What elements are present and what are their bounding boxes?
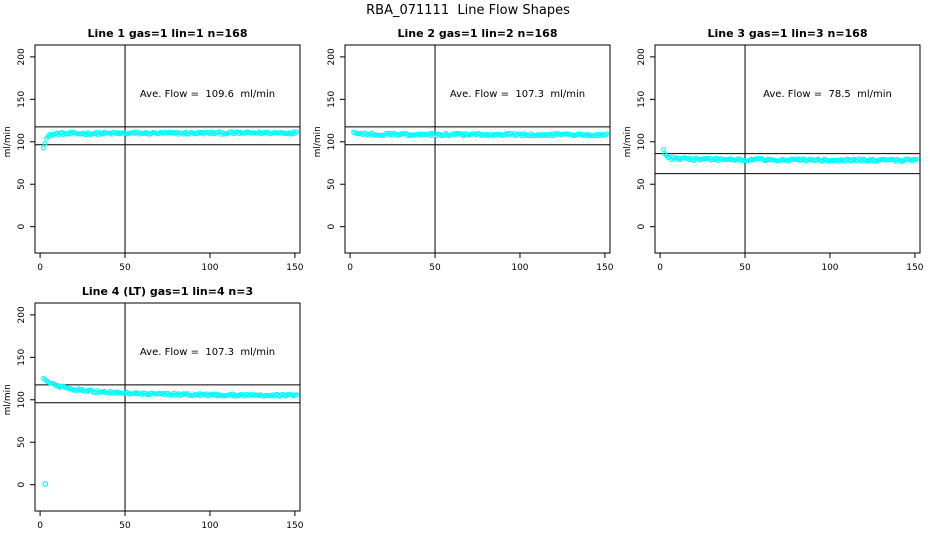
data-point	[914, 156, 920, 162]
x-tick-label: 50	[739, 263, 751, 273]
y-tick-label: 50	[637, 178, 647, 190]
data-point	[41, 145, 46, 151]
y-tick-label: 0	[17, 482, 27, 488]
y-tick-label: 150	[327, 90, 337, 107]
subplot-title: Line 2 gas=1 lin=2 n=168	[397, 27, 558, 40]
data-point	[661, 147, 666, 152]
x-tick-label: 150	[906, 263, 923, 273]
y-axis-label: ml/min	[3, 384, 13, 415]
plot-border	[654, 44, 921, 254]
x-tick-label: 0	[657, 263, 663, 273]
x-tick-label: 0	[37, 263, 43, 273]
x-tick-label: 50	[119, 521, 131, 531]
x-tick-label: 50	[119, 263, 131, 273]
subplot-canvas: 0 50 100 150 0 50 100 150 200 ml/min	[313, 44, 614, 273]
y-axis-label: ml/min	[623, 126, 633, 157]
outlier-data-point	[42, 481, 48, 487]
y-tick-label: 0	[17, 224, 27, 230]
y-axis-label: ml/min	[313, 126, 323, 157]
x-tick-label: 150	[596, 263, 613, 273]
subplot-title: Line 4 (LT) gas=1 lin=4 n=3	[81, 285, 254, 298]
subplot-canvas: 0 50 100 150 0 50 100 150 200 ml/min	[623, 44, 924, 273]
y-tick-label: 50	[17, 436, 27, 448]
y-tick-label: 50	[327, 178, 337, 190]
data-point	[604, 131, 610, 137]
subplot-line-4: Line 4 (LT) gas=1 lin=4 n=3 Ave. Flow = …	[0, 278, 312, 540]
ave-flow-annotation: Ave. Flow = 107.3 ml/min	[139, 347, 276, 358]
subplot-line-3: Line 3 gas=1 lin=3 n=168 Ave. Flow = 78.…	[620, 20, 932, 282]
y-tick-label: 150	[637, 90, 647, 107]
x-tick-label: 0	[37, 521, 43, 531]
data-point	[294, 129, 300, 135]
x-tick-label: 100	[821, 263, 838, 273]
y-tick-label: 0	[637, 224, 647, 230]
y-tick-label: 200	[17, 306, 27, 323]
data-point	[294, 392, 300, 398]
subplot-canvas: 0 50 100 150 0 50 100 150 200 ml/min	[3, 302, 304, 531]
data-point	[42, 141, 48, 147]
plot-border	[344, 44, 611, 254]
subplot-line-2: Line 2 gas=1 lin=2 n=168 Ave. Flow = 107…	[310, 20, 622, 282]
x-tick-label: 0	[347, 263, 353, 273]
y-tick-label: 200	[17, 48, 27, 65]
ave-flow-annotation: Ave. Flow = 78.5 ml/min	[763, 89, 892, 100]
x-tick-label: 100	[201, 521, 218, 531]
y-tick-label: 200	[327, 48, 337, 65]
y-tick-label: 150	[17, 90, 27, 107]
ave-flow-annotation: Ave. Flow = 109.6 ml/min	[139, 89, 276, 100]
subplot-line-1: Line 1 gas=1 lin=1 n=168 Ave. Flow = 109…	[0, 20, 312, 282]
subplot-canvas: 0 50 100 150 0 50 100 150 200 ml/min	[3, 44, 304, 273]
plot-border	[34, 44, 301, 254]
y-axis-label: ml/min	[3, 126, 13, 157]
plot-border	[34, 302, 301, 512]
chart-main-title: RBA_071111 Line Flow Shapes	[366, 3, 570, 18]
y-tick-label: 200	[637, 48, 647, 65]
subplot-title: Line 1 gas=1 lin=1 n=168	[87, 27, 248, 40]
y-tick-label: 100	[637, 133, 647, 150]
x-tick-label: 100	[511, 263, 528, 273]
x-tick-label: 50	[429, 263, 441, 273]
y-tick-label: 150	[17, 348, 27, 365]
ave-flow-annotation: Ave. Flow = 107.3 ml/min	[449, 89, 586, 100]
y-tick-label: 100	[17, 391, 27, 408]
subplot-title: Line 3 gas=1 lin=3 n=168	[707, 27, 868, 40]
y-tick-label: 0	[327, 224, 337, 230]
y-tick-label: 100	[327, 133, 337, 150]
y-tick-label: 100	[17, 133, 27, 150]
y-tick-label: 50	[17, 178, 27, 190]
x-tick-label: 150	[286, 263, 303, 273]
x-tick-label: 150	[286, 521, 303, 531]
x-tick-label: 100	[201, 263, 218, 273]
